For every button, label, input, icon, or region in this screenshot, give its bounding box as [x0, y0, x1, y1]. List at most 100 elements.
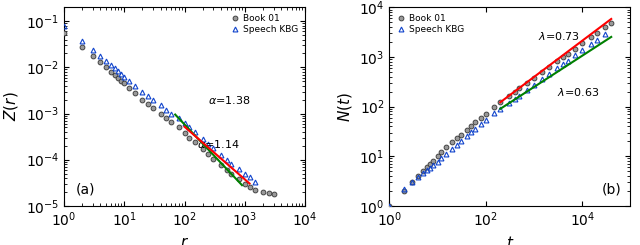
- Book 01: [228, 172, 236, 175]
- Book 01: [400, 189, 408, 192]
- Speech KBG: [157, 104, 164, 107]
- Speech KBG: [482, 118, 490, 121]
- Book 01: [115, 76, 122, 79]
- Speech KBG: [60, 24, 68, 27]
- Speech KBG: [423, 169, 431, 172]
- Speech KBG: [587, 43, 595, 46]
- Y-axis label: $Z(r)$: $Z(r)$: [2, 92, 20, 121]
- Book 01: [593, 31, 600, 34]
- Speech KBG: [442, 153, 450, 156]
- Book 01: [415, 174, 422, 177]
- Speech KBG: [516, 94, 524, 97]
- Speech KBG: [505, 101, 513, 104]
- Book 01: [60, 32, 68, 35]
- Book 01: [269, 193, 277, 196]
- Book 01: [89, 54, 97, 57]
- Speech KBG: [205, 142, 212, 145]
- Line: Book 01: Book 01: [61, 31, 276, 196]
- Book 01: [199, 147, 207, 150]
- Speech KBG: [463, 134, 470, 137]
- Book 01: [408, 181, 416, 184]
- Speech KBG: [175, 117, 182, 120]
- Text: (b): (b): [602, 183, 621, 197]
- Speech KBG: [241, 172, 248, 175]
- Speech KBG: [97, 54, 104, 57]
- Book 01: [423, 166, 431, 169]
- X-axis label: $t$: $t$: [506, 235, 514, 245]
- Speech KBG: [471, 127, 479, 130]
- Book 01: [180, 131, 188, 134]
- Speech KBG: [400, 187, 408, 190]
- Book 01: [149, 107, 157, 110]
- Book 01: [223, 168, 230, 171]
- Text: $\alpha$=1.38: $\alpha$=1.38: [209, 94, 251, 106]
- Legend: Book 01, Speech KBG: Book 01, Speech KBG: [394, 12, 467, 36]
- Speech KBG: [115, 70, 122, 73]
- Book 01: [530, 76, 538, 79]
- Book 01: [97, 61, 104, 64]
- Book 01: [482, 112, 490, 115]
- Speech KBG: [497, 107, 504, 110]
- Text: $\lambda$=0.63: $\lambda$=0.63: [557, 86, 599, 98]
- Book 01: [205, 153, 212, 156]
- Book 01: [457, 133, 465, 136]
- Speech KBG: [149, 98, 157, 101]
- Book 01: [186, 136, 193, 139]
- Book 01: [559, 56, 567, 59]
- Book 01: [607, 22, 615, 25]
- Book 01: [587, 36, 595, 39]
- Book 01: [235, 178, 243, 181]
- Speech KBG: [131, 84, 139, 87]
- Book 01: [453, 137, 461, 140]
- Book 01: [175, 126, 182, 129]
- Book 01: [438, 151, 445, 154]
- Speech KBG: [199, 137, 207, 140]
- Speech KBG: [167, 112, 175, 115]
- Book 01: [157, 112, 164, 115]
- Speech KBG: [118, 73, 125, 75]
- Book 01: [539, 70, 547, 73]
- Speech KBG: [228, 162, 236, 165]
- Book 01: [516, 87, 524, 90]
- Book 01: [602, 26, 609, 29]
- Speech KBG: [539, 77, 547, 80]
- Book 01: [102, 66, 110, 69]
- Speech KBG: [385, 204, 393, 207]
- Book 01: [78, 45, 86, 48]
- Book 01: [145, 103, 152, 106]
- Text: $\lambda$=0.73: $\lambda$=0.73: [538, 30, 579, 42]
- Book 01: [471, 121, 479, 124]
- Book 01: [571, 47, 579, 50]
- Book 01: [217, 164, 225, 167]
- Speech KBG: [180, 122, 188, 124]
- Book 01: [163, 117, 170, 120]
- Book 01: [442, 146, 450, 149]
- Speech KBG: [209, 147, 217, 150]
- Speech KBG: [419, 172, 427, 175]
- Book 01: [579, 42, 586, 45]
- Legend: Book 01, Speech KBG: Book 01, Speech KBG: [228, 12, 301, 36]
- Speech KBG: [138, 90, 146, 93]
- Speech KBG: [467, 130, 475, 133]
- Speech KBG: [102, 59, 110, 62]
- Speech KBG: [511, 98, 518, 100]
- Speech KBG: [490, 112, 498, 115]
- Book 01: [434, 155, 442, 158]
- Line: Book 01: Book 01: [387, 21, 614, 208]
- Book 01: [385, 204, 393, 207]
- Speech KBG: [246, 176, 253, 179]
- Speech KBG: [593, 38, 600, 41]
- Text: (a): (a): [76, 183, 95, 197]
- Book 01: [426, 162, 434, 165]
- Speech KBG: [235, 168, 243, 171]
- Book 01: [209, 157, 217, 160]
- Speech KBG: [545, 73, 552, 76]
- Speech KBG: [448, 147, 456, 150]
- Book 01: [463, 128, 470, 131]
- Speech KBG: [429, 164, 436, 167]
- Book 01: [265, 192, 273, 195]
- Speech KBG: [120, 75, 128, 78]
- Speech KBG: [559, 62, 567, 65]
- Y-axis label: $N(t)$: $N(t)$: [335, 92, 354, 122]
- Book 01: [259, 190, 267, 193]
